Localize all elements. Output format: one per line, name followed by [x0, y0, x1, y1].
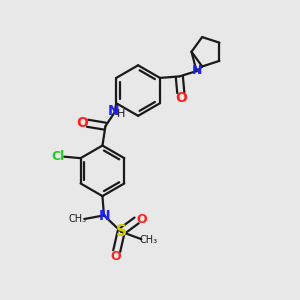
Text: O: O — [76, 116, 88, 130]
Text: CH₃: CH₃ — [69, 214, 87, 224]
Text: O: O — [110, 250, 121, 263]
Text: S: S — [116, 224, 127, 239]
Text: N: N — [107, 104, 119, 118]
Text: O: O — [137, 213, 147, 226]
Text: N: N — [99, 209, 110, 223]
Text: N: N — [192, 64, 202, 77]
Text: O: O — [175, 91, 187, 105]
Text: H: H — [117, 109, 125, 119]
Text: CH₃: CH₃ — [140, 235, 158, 245]
Text: Cl: Cl — [51, 150, 64, 163]
